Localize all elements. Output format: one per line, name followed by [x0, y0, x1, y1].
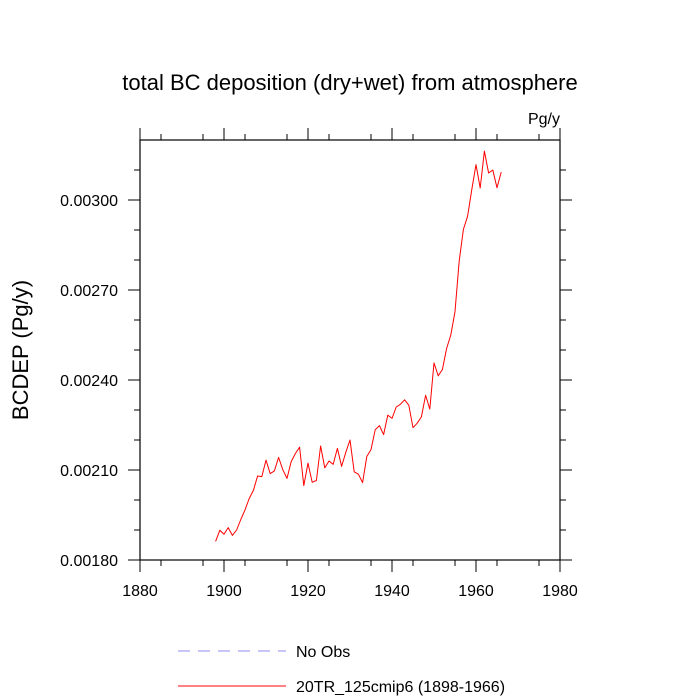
y-tick-label: 0.00240	[60, 373, 118, 390]
y-tick-label: 0.00300	[60, 193, 118, 210]
series-line-0	[215, 150, 502, 542]
y-tick-label: 0.00210	[60, 463, 118, 480]
axis-ticks	[128, 128, 572, 572]
y-tick-label: 0.00180	[60, 553, 118, 570]
y-tick-label: 0.00270	[60, 283, 118, 300]
x-tick-label: 1880	[122, 583, 158, 600]
units-label: Pg/y	[528, 111, 560, 128]
axis-tick-labels: 1880 1900 1920 1940 1960 1980 0.00180 0.00210 0.…	[60, 193, 578, 600]
x-tick-label: 1940	[374, 583, 410, 600]
x-tick-label: 1920	[290, 583, 326, 600]
x-tick-label: 1900	[206, 583, 242, 600]
y-axis-label: BCDEP (Pg/y)	[8, 280, 33, 420]
chart-title: total BC deposition (dry+wet) from atmos…	[122, 70, 577, 95]
legend-label-no-obs: No Obs	[296, 644, 350, 661]
plot-frame	[139, 139, 561, 561]
legend: No Obs 20TR_125cmip6 (1898-1966)	[178, 644, 505, 696]
x-tick-label: 1980	[542, 583, 578, 600]
series-layer	[215, 150, 502, 542]
legend-label-model: 20TR_125cmip6 (1898-1966)	[296, 679, 505, 696]
x-tick-label: 1960	[458, 583, 494, 600]
